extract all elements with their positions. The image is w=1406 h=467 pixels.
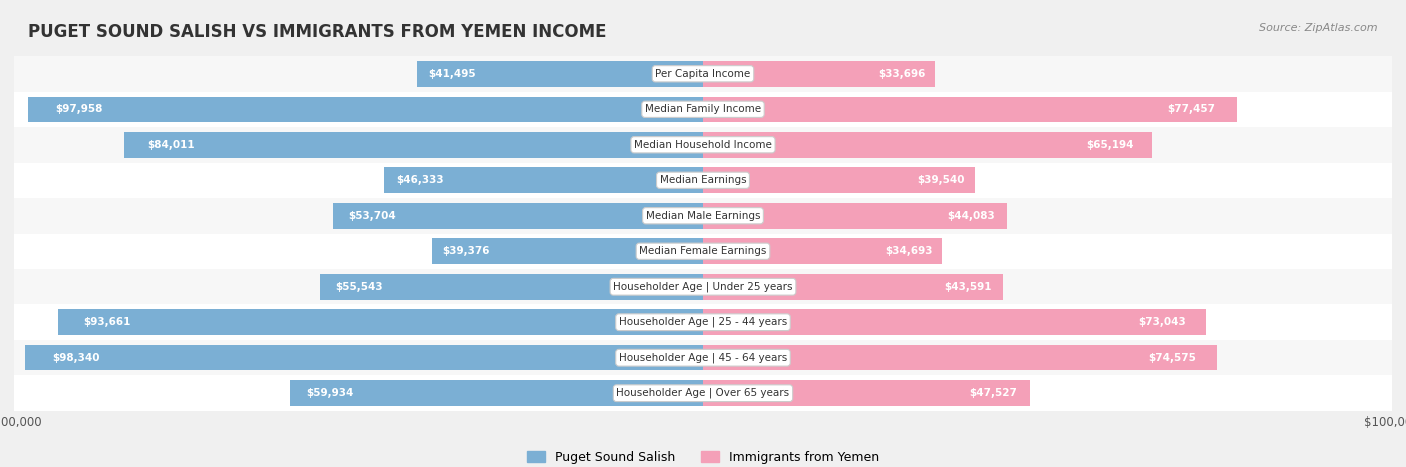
Bar [703, 61, 935, 86]
Text: $97,958: $97,958 [55, 104, 103, 114]
Bar [703, 97, 1237, 122]
Bar [25, 345, 703, 370]
FancyBboxPatch shape [14, 56, 1392, 92]
Bar [124, 132, 703, 157]
Text: $93,661: $93,661 [83, 317, 131, 327]
FancyBboxPatch shape [14, 198, 1392, 234]
Text: $47,527: $47,527 [970, 388, 1018, 398]
Text: $43,591: $43,591 [943, 282, 991, 292]
Text: $46,333: $46,333 [396, 175, 444, 185]
Legend: Puget Sound Salish, Immigrants from Yemen: Puget Sound Salish, Immigrants from Yeme… [522, 446, 884, 467]
Text: $39,540: $39,540 [917, 175, 965, 185]
Text: Per Capita Income: Per Capita Income [655, 69, 751, 79]
Text: Householder Age | 45 - 64 years: Householder Age | 45 - 64 years [619, 353, 787, 363]
FancyBboxPatch shape [14, 340, 1392, 375]
Text: Median Earnings: Median Earnings [659, 175, 747, 185]
Bar [58, 310, 703, 335]
Text: $53,704: $53,704 [347, 211, 395, 221]
FancyBboxPatch shape [14, 92, 1392, 127]
Bar [703, 345, 1216, 370]
Bar [703, 310, 1206, 335]
FancyBboxPatch shape [14, 269, 1392, 304]
Text: $74,575: $74,575 [1149, 353, 1197, 363]
Text: $98,340: $98,340 [52, 353, 100, 363]
Text: Householder Age | Over 65 years: Householder Age | Over 65 years [616, 388, 790, 398]
Text: PUGET SOUND SALISH VS IMMIGRANTS FROM YEMEN INCOME: PUGET SOUND SALISH VS IMMIGRANTS FROM YE… [28, 23, 606, 42]
Text: $33,696: $33,696 [879, 69, 927, 79]
Text: Median Female Earnings: Median Female Earnings [640, 246, 766, 256]
Bar [321, 274, 703, 299]
Bar [703, 203, 1007, 228]
Bar [703, 168, 976, 193]
Text: Median Family Income: Median Family Income [645, 104, 761, 114]
Bar [703, 381, 1031, 406]
Text: $55,543: $55,543 [336, 282, 384, 292]
Text: Source: ZipAtlas.com: Source: ZipAtlas.com [1260, 23, 1378, 33]
Bar [28, 97, 703, 122]
Text: Median Male Earnings: Median Male Earnings [645, 211, 761, 221]
Text: $41,495: $41,495 [429, 69, 477, 79]
Bar [432, 239, 703, 264]
Bar [703, 274, 1004, 299]
Bar [384, 168, 703, 193]
Bar [418, 61, 703, 86]
Text: $84,011: $84,011 [148, 140, 195, 150]
Bar [333, 203, 703, 228]
FancyBboxPatch shape [14, 375, 1392, 411]
FancyBboxPatch shape [14, 163, 1392, 198]
Text: $59,934: $59,934 [307, 388, 354, 398]
FancyBboxPatch shape [14, 304, 1392, 340]
Bar [703, 132, 1152, 157]
FancyBboxPatch shape [14, 127, 1392, 163]
Text: Householder Age | 25 - 44 years: Householder Age | 25 - 44 years [619, 317, 787, 327]
Text: $77,457: $77,457 [1167, 104, 1215, 114]
Text: $65,194: $65,194 [1087, 140, 1135, 150]
Bar [703, 239, 942, 264]
Text: $34,693: $34,693 [884, 246, 932, 256]
Text: Median Household Income: Median Household Income [634, 140, 772, 150]
Text: $39,376: $39,376 [443, 246, 491, 256]
Text: $73,043: $73,043 [1139, 317, 1187, 327]
Text: Householder Age | Under 25 years: Householder Age | Under 25 years [613, 282, 793, 292]
Text: $44,083: $44,083 [946, 211, 994, 221]
Bar [290, 381, 703, 406]
FancyBboxPatch shape [14, 234, 1392, 269]
